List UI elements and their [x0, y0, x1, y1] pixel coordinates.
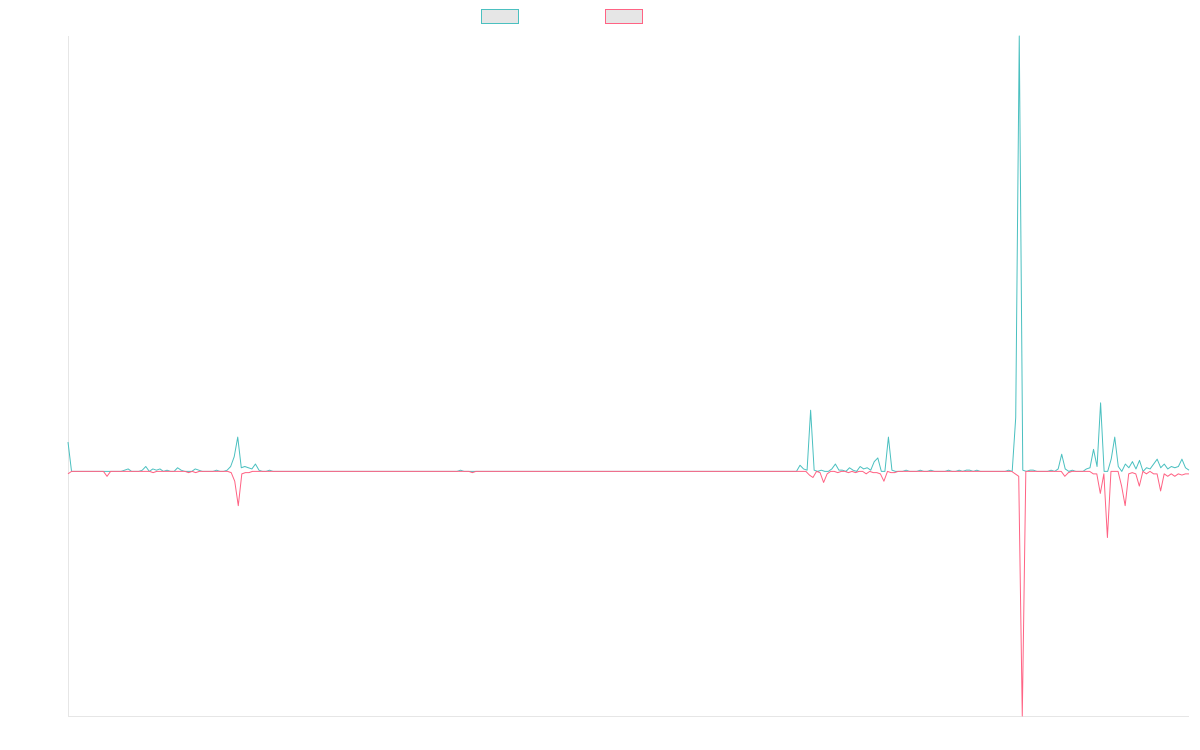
legend-item-series-1[interactable] [481, 9, 519, 24]
series-layer [67, 35, 1190, 717]
legend-item-series-2[interactable] [605, 9, 643, 24]
series-line-2 [67, 470, 1189, 717]
legend-swatch-series-2 [605, 9, 643, 24]
series-line-1 [67, 35, 1190, 472]
legend-swatch-series-1 [481, 9, 519, 24]
chart-legend [0, 9, 1200, 27]
